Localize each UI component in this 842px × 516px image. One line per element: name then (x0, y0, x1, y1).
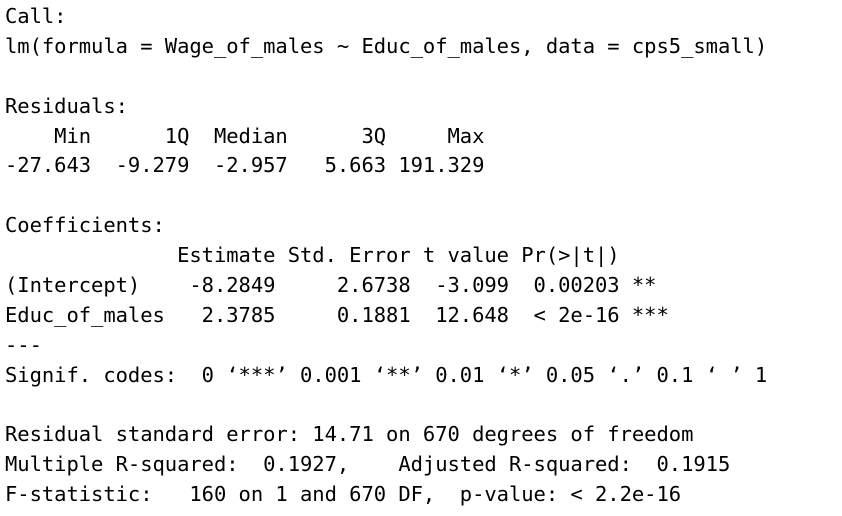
blank-line (5, 181, 842, 211)
blank-line (5, 391, 842, 421)
coefficients-intercept-row: (Intercept) -8.2849 2.6738 -3.099 0.0020… (5, 273, 669, 298)
residuals-values-row: -27.643 -9.279 -2.957 5.663 191.329 (5, 153, 497, 178)
blank-line (5, 62, 842, 92)
call-formula: lm(formula = Wage_of_males ~ Educ_of_mal… (5, 33, 768, 58)
residual-standard-error-line: Residual standard error: 14.71 on 670 de… (5, 422, 694, 447)
coefficients-educ-row: Educ_of_males 2.3785 0.1881 12.648 < 2e-… (5, 302, 669, 327)
r-squared-line: Multiple R-squared: 0.1927, Adjusted R-s… (5, 452, 743, 477)
signif-codes-line: Signif. codes: 0 ‘***’ 0.001 ‘**’ 0.01 ‘… (5, 362, 768, 387)
coefficients-heading: Coefficients: (5, 213, 165, 238)
f-statistic-line: F-statistic: 160 on 1 and 670 DF, p-valu… (5, 482, 682, 507)
residuals-heading: Residuals: (5, 93, 128, 118)
coefficients-header-row: Estimate Std. Error t value Pr(>|t|) (5, 243, 669, 268)
call-heading: Call: (5, 4, 67, 28)
residuals-header-row: Min 1Q Median 3Q Max (5, 123, 497, 148)
separator-line: --- (5, 332, 42, 357)
